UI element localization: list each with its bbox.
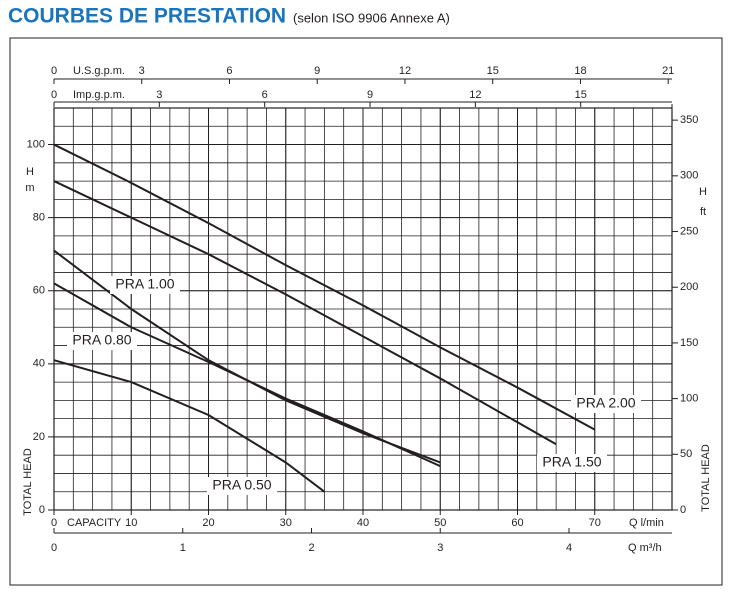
bottom_axis_2-tick-label: 1	[180, 542, 186, 554]
top_axis_1-tick-label: 12	[399, 65, 411, 77]
y-unit-h: H	[26, 166, 34, 178]
series-line	[53, 359, 325, 493]
series-label: PRA 1.00	[115, 276, 174, 292]
x-tick-label: 50	[434, 517, 446, 529]
top_axis_1-tick-label: 6	[226, 65, 232, 77]
series-label: PRA 0.80	[72, 332, 131, 348]
top_axis_1-tick-label: 3	[139, 65, 145, 77]
x-axis-title: CAPACITY	[67, 517, 122, 529]
y2-tick-label: 200	[680, 281, 698, 293]
top_axis_1-tick-label: 15	[487, 65, 499, 77]
x-tick-label: 70	[589, 517, 601, 529]
top_axis_2-tick-label: 6	[262, 89, 268, 101]
y2-tick-label: 0	[680, 504, 686, 516]
series-label-box	[207, 477, 277, 495]
bottom_axis_2-tick-label: 0	[51, 542, 57, 554]
series-label: PRA 1.50	[542, 454, 601, 470]
top_axis_2-tick-label: 9	[367, 89, 373, 101]
x-tick-label: 20	[202, 517, 214, 529]
y-tick-label: 40	[33, 358, 45, 370]
top_axis_1-title: U.S.g.p.m.	[73, 65, 125, 77]
y2-tick-label: 50	[680, 448, 692, 460]
bottom_axis_2-title: Q m³/h	[628, 542, 662, 554]
x-tick-label: 10	[125, 517, 137, 529]
series-label-box	[537, 454, 607, 472]
y-tick-label: 60	[33, 285, 45, 297]
top_axis_2-tick-label: 3	[156, 89, 162, 101]
x-tick-label: 0	[51, 517, 57, 529]
top_axis_1-tick-label: 18	[574, 65, 586, 77]
y2-tick-label: 100	[680, 393, 698, 405]
top_axis_1-tick-label: 9	[314, 65, 320, 77]
bottom_axis_2-tick-label: 4	[566, 542, 572, 554]
y2-tick-label: 300	[680, 170, 698, 182]
y2-axis-title: TOTAL HEAD	[700, 444, 712, 512]
series-label: PRA 2.00	[576, 395, 635, 411]
frame	[9, 37, 723, 586]
y-tick-label: 100	[27, 138, 45, 150]
y-unit: m	[25, 182, 34, 194]
series-label: PRA 0.50	[212, 477, 271, 493]
chart-subtitle: (selon ISO 9906 Annexe A)	[293, 10, 450, 25]
top_axis_2-tick-label: 0	[51, 89, 57, 101]
top_axis_2-tick-label: 12	[469, 89, 481, 101]
bottom_axis_2-tick-label: 2	[308, 542, 314, 554]
y-tick-label: 80	[33, 212, 45, 224]
y2-tick-label: 350	[680, 114, 698, 126]
y2-tick-label: 150	[680, 337, 698, 349]
series-label-box	[571, 395, 641, 413]
x-tick-label: 60	[511, 517, 523, 529]
top_axis_1-tick-label: 0	[51, 65, 57, 77]
top_axis_2-tick-label: 15	[575, 89, 587, 101]
series-line	[53, 180, 557, 446]
y-tick-label: 0	[39, 504, 45, 516]
series-label-box	[67, 332, 137, 350]
bottom_axis_2-tick-label: 3	[437, 542, 443, 554]
y-tick-label: 20	[33, 431, 45, 443]
x-tick-label: 30	[280, 517, 292, 529]
y2-unit-h: H	[699, 186, 707, 198]
x-unit: Q l/min	[629, 517, 664, 529]
y2-unit: ft	[700, 206, 706, 218]
top_axis_1-tick-label: 21	[662, 65, 674, 77]
y2-tick-label: 250	[680, 225, 698, 237]
top_axis_2-title: Imp.g.p.m.	[73, 89, 125, 101]
y-axis-title: TOTAL HEAD	[22, 448, 34, 516]
chart-title: COURBES DE PRESTATION	[8, 5, 286, 28]
series-line	[53, 143, 596, 431]
x-tick-label: 40	[357, 517, 369, 529]
series-line	[53, 282, 441, 468]
series-label-box	[110, 276, 180, 294]
